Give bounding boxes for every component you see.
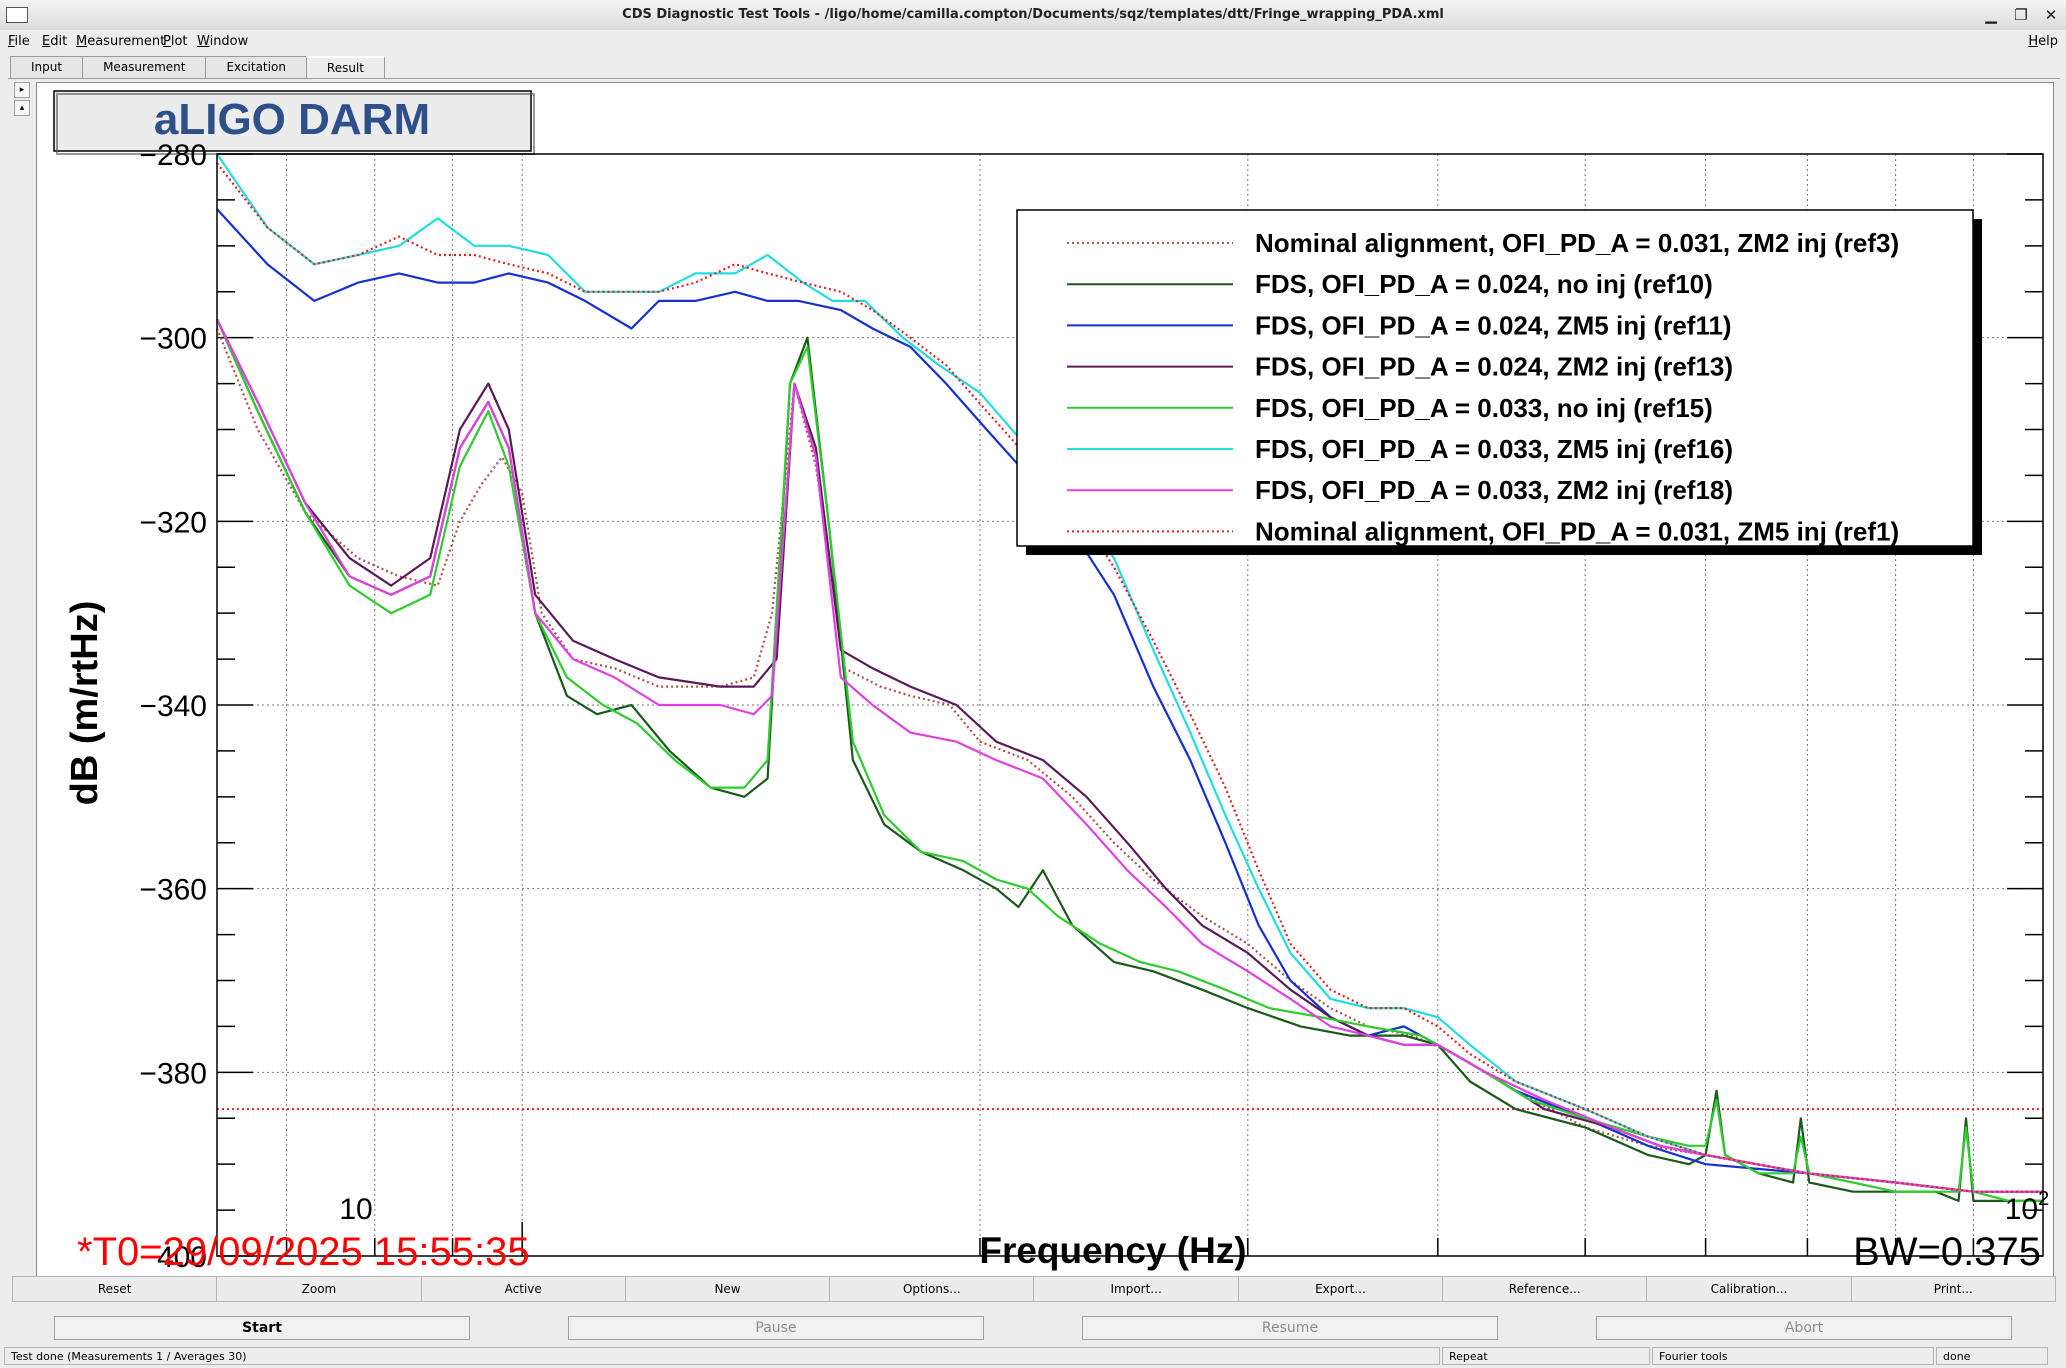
tab-strip: Input Measurement Excitation Result <box>10 56 385 78</box>
reset-button[interactable]: Reset <box>12 1276 217 1302</box>
window-title: CDS Diagnostic Test Tools - /ligo/home/c… <box>622 7 1444 22</box>
menu-file[interactable]: File <box>8 34 30 49</box>
tab-excitation[interactable]: Excitation <box>205 56 307 78</box>
pause-button[interactable]: Pause <box>568 1316 984 1340</box>
status-state: done <box>1936 1347 2048 1365</box>
series-line-7 <box>216 162 2043 1193</box>
plot-toolbar: Reset Zoom Active New Options... Import.… <box>12 1276 2056 1302</box>
tab-measurement[interactable]: Measurement <box>82 56 207 78</box>
plot-title-box <box>53 90 532 152</box>
calibration-button[interactable]: Calibration... <box>1646 1276 1851 1302</box>
y-tick-label: −360 <box>139 874 207 907</box>
bandwidth-label: BW=0.375 <box>1853 1230 2041 1274</box>
legend-label: FDS, OFI_PD_A = 0.024, no inj (ref10) <box>1255 269 1713 299</box>
status-repeat: Repeat <box>1442 1347 1650 1365</box>
new-button[interactable]: New <box>624 1276 830 1302</box>
legend-label: FDS, OFI_PD_A = 0.033, ZM5 inj (ref16) <box>1255 434 1733 464</box>
legend-label: FDS, OFI_PD_A = 0.033, no inj (ref15) <box>1255 393 1713 423</box>
legend-label: FDS, OFI_PD_A = 0.033, ZM2 inj (ref18) <box>1255 475 1733 505</box>
menu-plot[interactable]: Plot <box>163 34 188 49</box>
t0-label: *T0=29/09/2025 15:55:35 <box>77 1230 530 1274</box>
zoom-button[interactable]: Zoom <box>216 1276 421 1302</box>
abort-button[interactable]: Abort <box>1596 1316 2012 1340</box>
y-tick-label: −380 <box>139 1057 207 1090</box>
plot-title: aLIGO DARM <box>154 95 430 144</box>
series-line-2 <box>216 208 2043 1193</box>
plot-pad[interactable]: aLIGO DARM −280 −300 −320 −340 −360 −380 −400 … <box>36 82 2054 1278</box>
legend-label: Nominal alignment, OFI_PD_A = 0.031, ZM2… <box>1255 228 1899 258</box>
legend-label: FDS, OFI_PD_A = 0.024, ZM2 inj (ref13) <box>1255 352 1733 382</box>
window-controls: ▁ ❐ ✕ <box>1982 4 2060 26</box>
resume-button[interactable]: Resume <box>1082 1316 1498 1340</box>
legend-label: FDS, OFI_PD_A = 0.024, ZM5 inj (ref11) <box>1255 310 1732 340</box>
tab-divider <box>8 78 2060 79</box>
menu-window[interactable]: Window <box>197 34 249 49</box>
tab-result[interactable]: Result <box>305 56 385 78</box>
series-line-1 <box>215 318 2043 1203</box>
pad-scroll: ▸ ▴ <box>14 82 30 118</box>
y-axis-label: dB (m/rtHz) <box>64 601 106 806</box>
menu-help[interactable]: Help <box>2028 34 2058 49</box>
status-tools: Fourier tools <box>1652 1347 1934 1365</box>
series-line-3 <box>216 318 2043 1193</box>
x-tick-label-10: 10 <box>339 1193 372 1226</box>
options-button[interactable]: Options... <box>829 1276 1034 1302</box>
plot-canvas[interactable]: aLIGO DARM −280−300−320−340−360−380−400 … <box>37 83 2053 1277</box>
plot-axes-frame <box>216 153 2044 1257</box>
tab-input[interactable]: Input <box>10 56 84 78</box>
arrow-up-icon[interactable]: ▴ <box>14 100 30 116</box>
import-button[interactable]: Import... <box>1033 1276 1238 1302</box>
window-titlebar: CDS Diagnostic Test Tools - /ligo/home/c… <box>0 0 2066 31</box>
legend-label: Nominal alignment, OFI_PD_A = 0.031, ZM5… <box>1255 516 1899 546</box>
measurement-controls: Start Pause Resume Abort <box>0 1312 2066 1342</box>
menu-bar: File Edit Measurement Plot Window Help <box>0 30 2066 54</box>
export-button[interactable]: Export... <box>1237 1276 1443 1302</box>
status-message: Test done (Measurements 1 / Averages 30) <box>4 1347 1440 1365</box>
series-line-6 <box>216 318 2043 1193</box>
active-button[interactable]: Active <box>420 1276 625 1302</box>
y-tick-label: −400 <box>139 1241 207 1274</box>
maximize-icon[interactable]: ❐ <box>2014 6 2028 24</box>
print-button[interactable]: Print... <box>1850 1276 2056 1302</box>
status-bar: Test done (Measurements 1 / Averages 30)… <box>0 1346 2066 1366</box>
menu-edit[interactable]: Edit <box>42 34 68 49</box>
start-button[interactable]: Start <box>54 1316 470 1340</box>
minimize-icon[interactable]: ▁ <box>1985 6 1997 24</box>
x-axis-label: Frequency (Hz) <box>979 1230 1246 1271</box>
reference-button[interactable]: Reference... <box>1442 1276 1647 1302</box>
y-tick-label: −300 <box>139 323 207 356</box>
x-tick-label-100: 102 <box>2005 1188 2050 1226</box>
y-tick-label: −340 <box>139 690 207 723</box>
legend: Nominal alignment, OFI_PD_A = 0.031, ZM2… <box>1016 209 1982 555</box>
close-icon[interactable]: ✕ <box>2044 6 2058 24</box>
y-tick-label: −280 <box>139 139 207 172</box>
menu-measurement[interactable]: Measurement <box>76 34 166 49</box>
arrow-right-icon[interactable]: ▸ <box>14 82 30 98</box>
y-tick-label: −320 <box>139 506 207 539</box>
window-icon[interactable] <box>6 7 28 23</box>
